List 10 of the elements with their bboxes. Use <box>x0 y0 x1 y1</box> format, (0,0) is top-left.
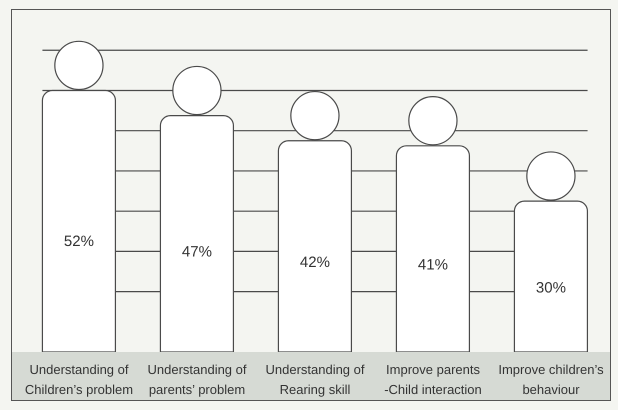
data-label: 47% <box>182 244 212 261</box>
data-label: 30% <box>536 280 566 297</box>
x-tick-label: Improve parents -Child interaction <box>384 362 482 397</box>
x-tick-label: Understanding of Rearing skill <box>265 362 365 397</box>
data-label: 41% <box>418 256 448 274</box>
x-tick-label: Understanding of parents’ problem <box>147 362 247 397</box>
x-tick-label: Understanding of Children’s problem <box>24 362 134 397</box>
x-tick-label: Improve children’s behaviour <box>498 362 604 397</box>
data-label: 42% <box>300 254 330 272</box>
data-label: 52% <box>64 233 94 250</box>
